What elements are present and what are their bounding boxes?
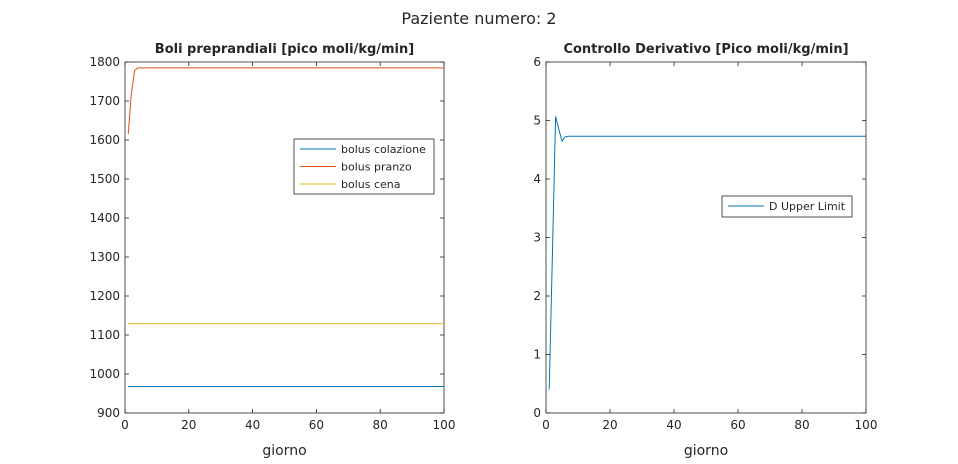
axes-frame: [124, 61, 445, 414]
legend: bolus colazione bolus pranzo bolus cena: [293, 138, 435, 195]
legend: D Upper Limit: [721, 195, 853, 218]
y-tick-label: 1800: [89, 55, 120, 69]
x-axis-label: giorno: [684, 443, 728, 459]
x-tick-label: 60: [730, 418, 745, 432]
x-tick-label: 100: [433, 418, 456, 432]
y-tick-label: 0: [533, 406, 541, 420]
legend-entry: D Upper Limit: [769, 200, 846, 213]
y-tick-label: 1300: [89, 250, 120, 264]
legend-entry: bolus pranzo: [341, 161, 412, 174]
x-tick-label: 0: [542, 418, 550, 432]
axes-title: Boli preprandiali [pico moli/kg/min]: [155, 42, 414, 57]
y-tick-label: 4: [533, 172, 541, 186]
series-line-2: [127, 67, 444, 135]
legend-box: [721, 195, 853, 218]
y-tick-label: 1400: [89, 211, 120, 225]
x-tick-label: 80: [794, 418, 809, 432]
x-tick-label: 40: [245, 418, 260, 432]
y-tick-label: 1: [533, 348, 541, 362]
x-tick-label: 100: [855, 418, 878, 432]
legend-entry: bolus colazione: [341, 143, 426, 156]
y-tick-label: 5: [533, 114, 541, 128]
axes-2: 0 20 40 60 80 100 0 1 2 3 4 5 6 Controllo Derivativo …: [533, 42, 877, 459]
y-tick-label: 1600: [89, 133, 120, 147]
x-axis-label: giorno: [262, 443, 306, 459]
y-tick-label: 1700: [89, 94, 120, 108]
x-tick-label: 0: [121, 418, 129, 432]
y-tick-label: 1100: [89, 328, 120, 342]
y-tick-label: 900: [97, 406, 120, 420]
x-tick-label: 20: [602, 418, 617, 432]
x-tick-label: 80: [373, 418, 388, 432]
y-tick-label: 1200: [89, 289, 120, 303]
x-tick-label: 60: [309, 418, 324, 432]
axes-title: Controllo Derivativo [Pico moli/kg/min]: [563, 42, 848, 57]
y-tick-label: 2: [533, 289, 541, 303]
x-tick-label: 40: [666, 418, 681, 432]
y-tick-label: 1500: [89, 172, 120, 186]
y-tick-label: 3: [533, 231, 541, 245]
axes-frame: [545, 61, 867, 414]
series-line-1: [548, 116, 866, 390]
y-tick-label: 6: [533, 55, 541, 69]
axes-1: 0 20 40 60 80 100 900 1000 1100 1200 1300 1400 1500 1…: [89, 42, 455, 459]
legend-entry: bolus cena: [341, 178, 401, 191]
y-tick-label: 1000: [89, 367, 120, 381]
figure-suptitle: Paziente numero: 2: [401, 9, 557, 28]
x-tick-label: 20: [181, 418, 196, 432]
